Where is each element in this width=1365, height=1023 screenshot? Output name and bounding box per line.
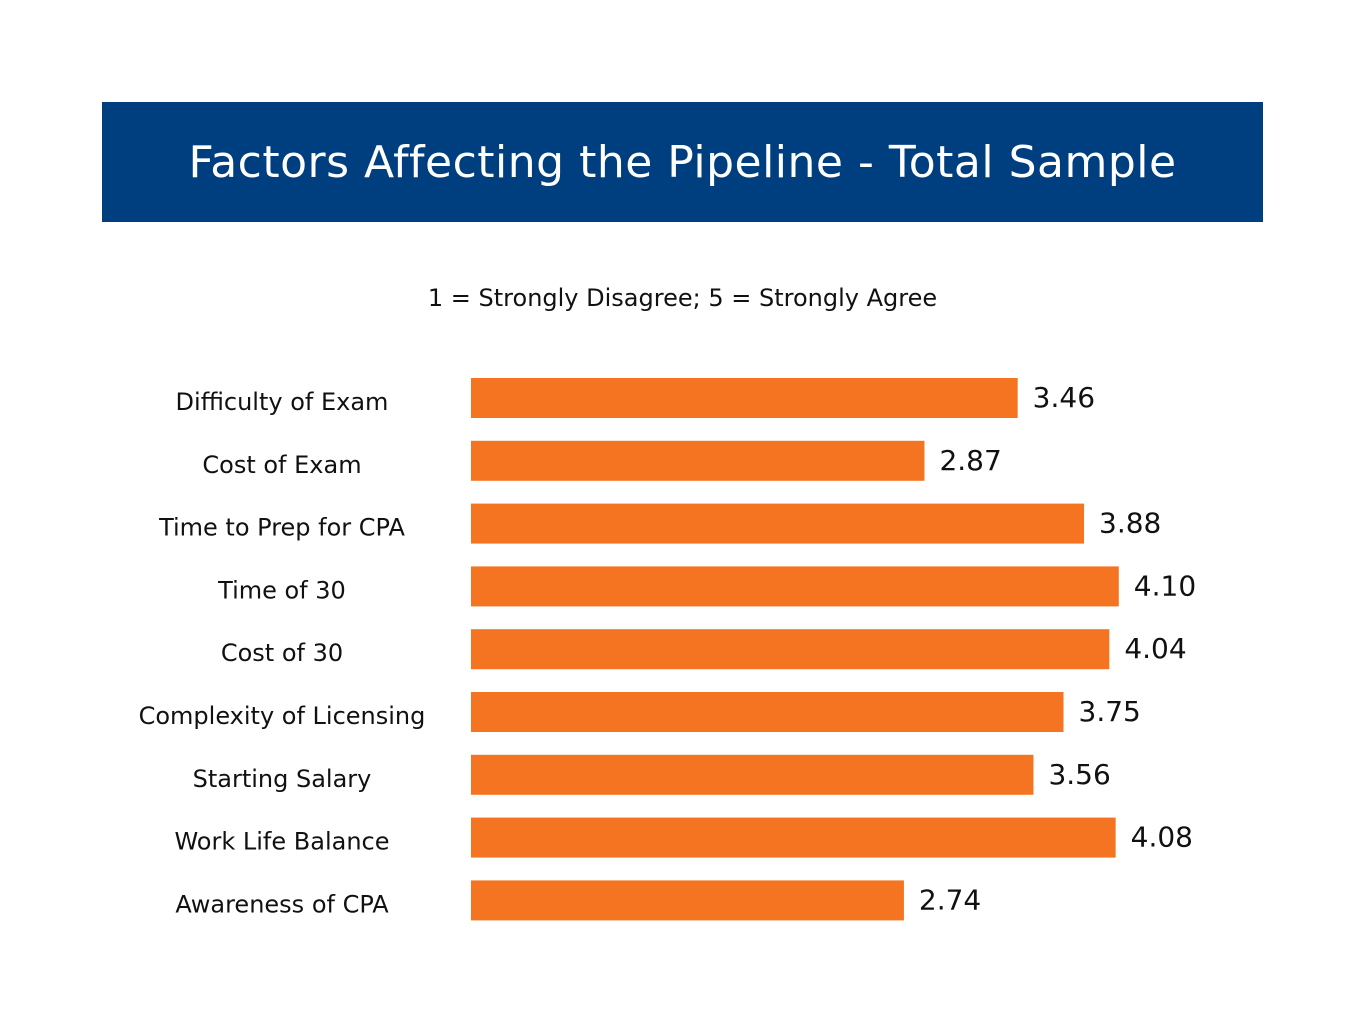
chart-title: Factors Affecting the Pipeline - Total S… <box>188 136 1177 188</box>
chart-subtitle: 1 = Strongly Disagree; 5 = Strongly Agre… <box>427 284 938 312</box>
value-label-5: 3.75 <box>1079 695 1141 728</box>
category-label-7: Work Life Balance <box>174 828 389 856</box>
bar-0 <box>471 378 1018 418</box>
category-label-2: Time to Prep for CPA <box>158 514 405 542</box>
category-label-5: Complexity of Licensing <box>139 702 426 730</box>
bar-4 <box>471 629 1110 670</box>
category-label-0: Difficulty of Exam <box>176 388 389 416</box>
title-band: Factors Affecting the Pipeline - Total S… <box>102 102 1263 222</box>
bar-7 <box>471 817 1116 858</box>
category-label-4: Cost of 30 <box>221 639 343 667</box>
category-label-3: Time of 30 <box>217 576 346 604</box>
category-label-6: Starting Salary <box>193 765 372 793</box>
value-label-7: 4.08 <box>1131 821 1193 854</box>
bar-8 <box>471 880 904 921</box>
category-label-8: Awareness of CPA <box>175 890 389 918</box>
value-label-0: 3.46 <box>1033 381 1095 414</box>
bar-5 <box>471 692 1064 732</box>
bar-2 <box>471 503 1085 544</box>
bar-3 <box>471 566 1119 607</box>
value-label-2: 3.88 <box>1099 507 1161 540</box>
value-label-3: 4.10 <box>1134 569 1196 602</box>
value-label-8: 2.74 <box>919 883 981 916</box>
bars-group: Difficulty of Exam 3.46 Cost of Exam 2.87 Ti… <box>139 378 1196 921</box>
bar-1 <box>471 440 925 481</box>
category-label-1: Cost of Exam <box>202 451 361 479</box>
value-label-6: 3.56 <box>1048 758 1110 791</box>
bar-6 <box>471 754 1034 795</box>
value-label-4: 4.04 <box>1124 632 1186 665</box>
value-label-1: 2.87 <box>939 444 1001 477</box>
